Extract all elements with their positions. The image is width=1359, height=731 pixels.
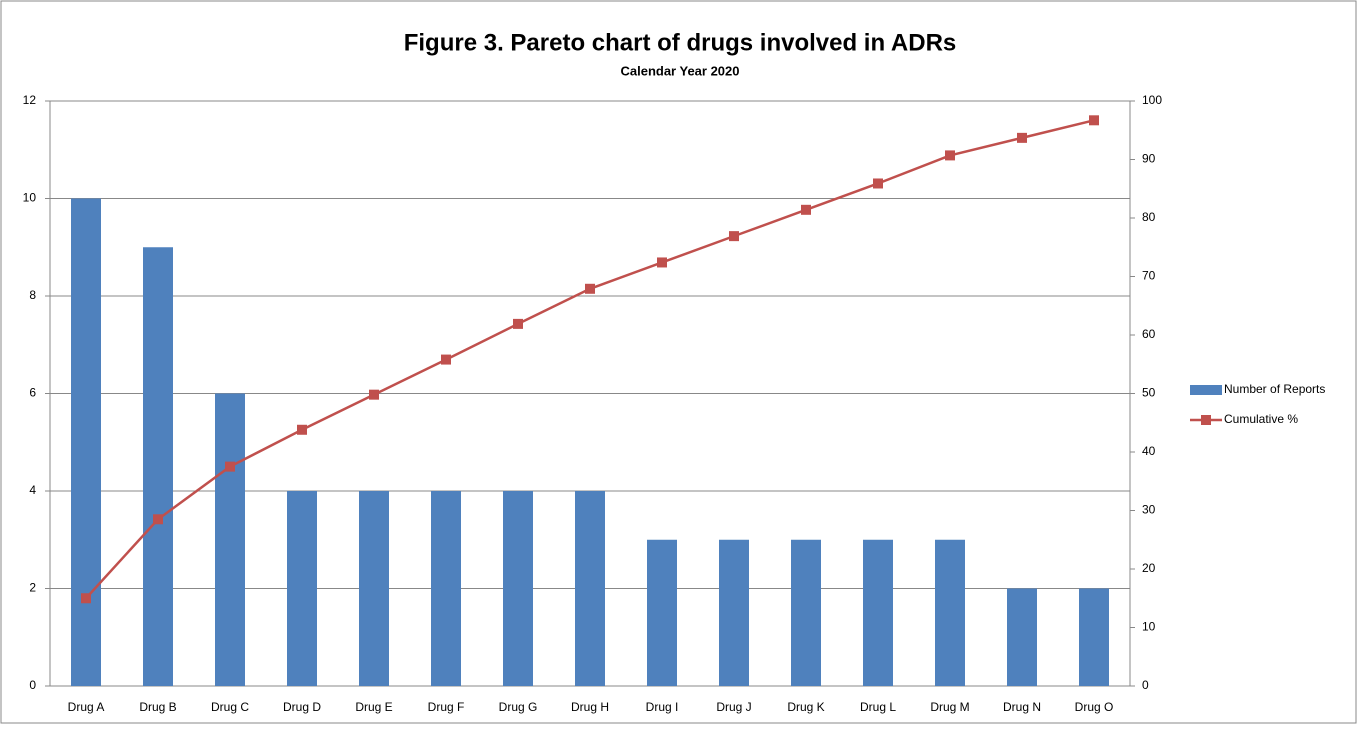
marker [657,257,667,268]
y2-tick-label: 50 [1142,386,1156,400]
legend-swatch [1190,385,1222,395]
bar [503,491,533,686]
x-tick-label: Drug O [1075,700,1114,714]
y2-tick-label: 90 [1142,152,1156,166]
x-tick-label: Drug H [571,700,609,714]
marker [1017,132,1027,143]
bar [215,393,245,686]
bar [863,539,893,686]
x-tick-label: Drug F [428,700,465,714]
bar [143,247,173,686]
y-tick-label: 8 [29,288,36,302]
x-tick-label: Drug G [499,700,538,714]
x-tick-label: Drug E [355,700,392,714]
y-tick-label: 2 [29,581,36,595]
y-tick-label: 4 [29,483,36,497]
bar [935,539,965,686]
marker [153,514,163,525]
bar [719,539,749,686]
legend-label: Cumulative % [1224,412,1298,426]
x-tick-label: Drug A [68,700,105,714]
marker [513,318,523,329]
marker [297,424,307,435]
y2-tick-label: 0 [1142,678,1149,692]
marker [585,283,595,294]
x-tick-label: Drug M [930,700,969,714]
bar [791,539,821,686]
marker [945,150,955,161]
marker [225,461,235,472]
bar [1007,588,1037,686]
y2-tick-label: 80 [1142,210,1156,224]
y-tick-label: 12 [23,93,37,107]
marker [369,389,379,400]
y2-tick-label: 100 [1142,93,1162,107]
x-tick-label: Drug J [716,700,751,714]
bar [71,198,101,686]
y2-tick-label: 70 [1142,269,1156,283]
y2-tick-label: 10 [1142,620,1156,634]
bar [1079,588,1109,686]
x-tick-label: Drug K [787,700,824,714]
marker [801,204,811,215]
bar [287,491,317,686]
marker [81,593,91,604]
y-tick-label: 10 [23,191,37,205]
marker [1089,115,1099,126]
marker [729,231,739,242]
legend-label: Number of Reports [1224,382,1325,396]
x-tick-label: Drug N [1003,700,1041,714]
x-tick-label: Drug L [860,700,896,714]
bar [359,491,389,686]
y-tick-label: 0 [29,678,36,692]
x-tick-label: Drug C [211,700,249,714]
marker [873,178,883,189]
y2-tick-label: 20 [1142,561,1156,575]
y-tick-label: 6 [29,386,36,400]
x-tick-label: Drug B [139,700,176,714]
y2-tick-label: 40 [1142,444,1156,458]
bar [431,491,461,686]
x-tick-label: Drug I [646,700,679,714]
chart-title: Figure 3. Pareto chart of drugs involved… [404,29,957,56]
y2-tick-label: 30 [1142,503,1156,517]
y2-tick-label: 60 [1142,327,1156,341]
x-tick-label: Drug D [283,700,321,714]
marker [441,354,451,365]
chart-subtitle: Calendar Year 2020 [620,63,739,78]
bar [575,491,605,686]
legend-swatch [1201,415,1211,425]
bar [647,539,677,686]
